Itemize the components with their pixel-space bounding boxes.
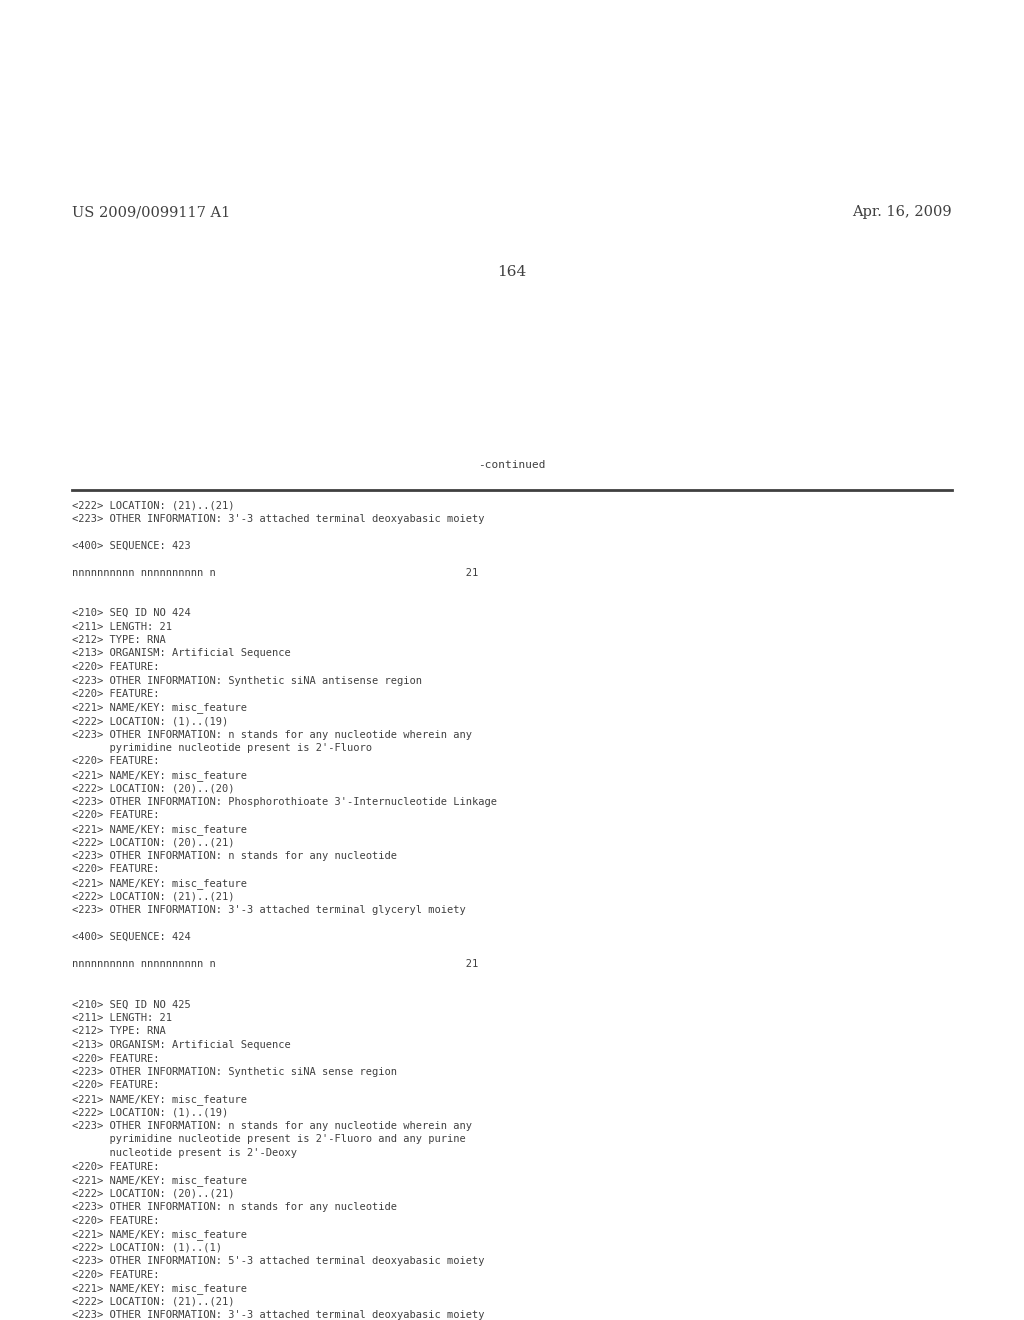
Text: <221> NAME/KEY: misc_feature: <221> NAME/KEY: misc_feature [72,770,247,781]
Text: <222> LOCATION: (20)..(21): <222> LOCATION: (20)..(21) [72,1188,234,1199]
Text: <223> OTHER INFORMATION: Phosphorothioate 3'-Internucleotide Linkage: <223> OTHER INFORMATION: Phosphorothioat… [72,797,497,807]
Text: <223> OTHER INFORMATION: 3'-3 attached terminal glyceryl moiety: <223> OTHER INFORMATION: 3'-3 attached t… [72,906,466,915]
Text: <223> OTHER INFORMATION: 3'-3 attached terminal deoxyabasic moiety: <223> OTHER INFORMATION: 3'-3 attached t… [72,1309,484,1320]
Text: <221> NAME/KEY: misc_feature: <221> NAME/KEY: misc_feature [72,1175,247,1185]
Text: <210> SEQ ID NO 424: <210> SEQ ID NO 424 [72,609,190,618]
Text: Apr. 16, 2009: Apr. 16, 2009 [852,205,952,219]
Text: <220> FEATURE:: <220> FEATURE: [72,1081,160,1090]
Text: <221> NAME/KEY: misc_feature: <221> NAME/KEY: misc_feature [72,702,247,713]
Text: <212> TYPE: RNA: <212> TYPE: RNA [72,1027,166,1036]
Text: pyrimidine nucleotide present is 2'-Fluoro: pyrimidine nucleotide present is 2'-Fluo… [72,743,372,752]
Text: <223> OTHER INFORMATION: 5'-3 attached terminal deoxyabasic moiety: <223> OTHER INFORMATION: 5'-3 attached t… [72,1257,484,1266]
Text: <222> LOCATION: (20)..(21): <222> LOCATION: (20)..(21) [72,837,234,847]
Text: <223> OTHER INFORMATION: Synthetic siNA sense region: <223> OTHER INFORMATION: Synthetic siNA … [72,1067,397,1077]
Text: <220> FEATURE:: <220> FEATURE: [72,1162,160,1172]
Text: <222> LOCATION: (1)..(19): <222> LOCATION: (1)..(19) [72,715,228,726]
Text: <220> FEATURE:: <220> FEATURE: [72,1216,160,1225]
Text: <211> LENGTH: 21: <211> LENGTH: 21 [72,1012,172,1023]
Text: <220> FEATURE:: <220> FEATURE: [72,689,160,700]
Text: <220> FEATURE:: <220> FEATURE: [72,1053,160,1064]
Text: <222> LOCATION: (20)..(20): <222> LOCATION: (20)..(20) [72,784,234,793]
Text: <223> OTHER INFORMATION: n stands for any nucleotide wherein any: <223> OTHER INFORMATION: n stands for an… [72,730,472,739]
Text: nucleotide present is 2'-Deoxy: nucleotide present is 2'-Deoxy [72,1148,297,1158]
Text: <223> OTHER INFORMATION: Synthetic siNA antisense region: <223> OTHER INFORMATION: Synthetic siNA … [72,676,422,685]
Text: <213> ORGANISM: Artificial Sequence: <213> ORGANISM: Artificial Sequence [72,648,291,659]
Text: <221> NAME/KEY: misc_feature: <221> NAME/KEY: misc_feature [72,1229,247,1239]
Text: <220> FEATURE:: <220> FEATURE: [72,756,160,767]
Text: <221> NAME/KEY: misc_feature: <221> NAME/KEY: misc_feature [72,824,247,836]
Text: <222> LOCATION: (21)..(21): <222> LOCATION: (21)..(21) [72,1296,234,1307]
Text: <211> LENGTH: 21: <211> LENGTH: 21 [72,622,172,631]
Text: <221> NAME/KEY: misc_feature: <221> NAME/KEY: misc_feature [72,1094,247,1105]
Text: <223> OTHER INFORMATION: n stands for any nucleotide wherein any: <223> OTHER INFORMATION: n stands for an… [72,1121,472,1131]
Text: <222> LOCATION: (21)..(21): <222> LOCATION: (21)..(21) [72,500,234,510]
Text: <223> OTHER INFORMATION: n stands for any nucleotide: <223> OTHER INFORMATION: n stands for an… [72,1203,397,1212]
Text: <223> OTHER INFORMATION: 3'-3 attached terminal deoxyabasic moiety: <223> OTHER INFORMATION: 3'-3 attached t… [72,513,484,524]
Text: nnnnnnnnnn nnnnnnnnnn n                                        21: nnnnnnnnnn nnnnnnnnnn n 21 [72,960,478,969]
Text: <210> SEQ ID NO 425: <210> SEQ ID NO 425 [72,999,190,1010]
Text: <222> LOCATION: (1)..(19): <222> LOCATION: (1)..(19) [72,1107,228,1118]
Text: <400> SEQUENCE: 424: <400> SEQUENCE: 424 [72,932,190,942]
Text: <213> ORGANISM: Artificial Sequence: <213> ORGANISM: Artificial Sequence [72,1040,291,1049]
Text: <220> FEATURE:: <220> FEATURE: [72,810,160,821]
Text: -continued: -continued [478,459,546,470]
Text: <223> OTHER INFORMATION: n stands for any nucleotide: <223> OTHER INFORMATION: n stands for an… [72,851,397,861]
Text: <221> NAME/KEY: misc_feature: <221> NAME/KEY: misc_feature [72,878,247,888]
Text: <222> LOCATION: (1)..(1): <222> LOCATION: (1)..(1) [72,1242,222,1253]
Text: 164: 164 [498,265,526,279]
Text: <220> FEATURE:: <220> FEATURE: [72,865,160,874]
Text: <220> FEATURE:: <220> FEATURE: [72,1270,160,1279]
Text: nnnnnnnnnn nnnnnnnnnn n                                        21: nnnnnnnnnn nnnnnnnnnn n 21 [72,568,478,578]
Text: US 2009/0099117 A1: US 2009/0099117 A1 [72,205,230,219]
Text: <220> FEATURE:: <220> FEATURE: [72,663,160,672]
Text: <222> LOCATION: (21)..(21): <222> LOCATION: (21)..(21) [72,891,234,902]
Text: <212> TYPE: RNA: <212> TYPE: RNA [72,635,166,645]
Text: <221> NAME/KEY: misc_feature: <221> NAME/KEY: misc_feature [72,1283,247,1294]
Text: pyrimidine nucleotide present is 2'-Fluoro and any purine: pyrimidine nucleotide present is 2'-Fluo… [72,1134,466,1144]
Text: <400> SEQUENCE: 423: <400> SEQUENCE: 423 [72,540,190,550]
